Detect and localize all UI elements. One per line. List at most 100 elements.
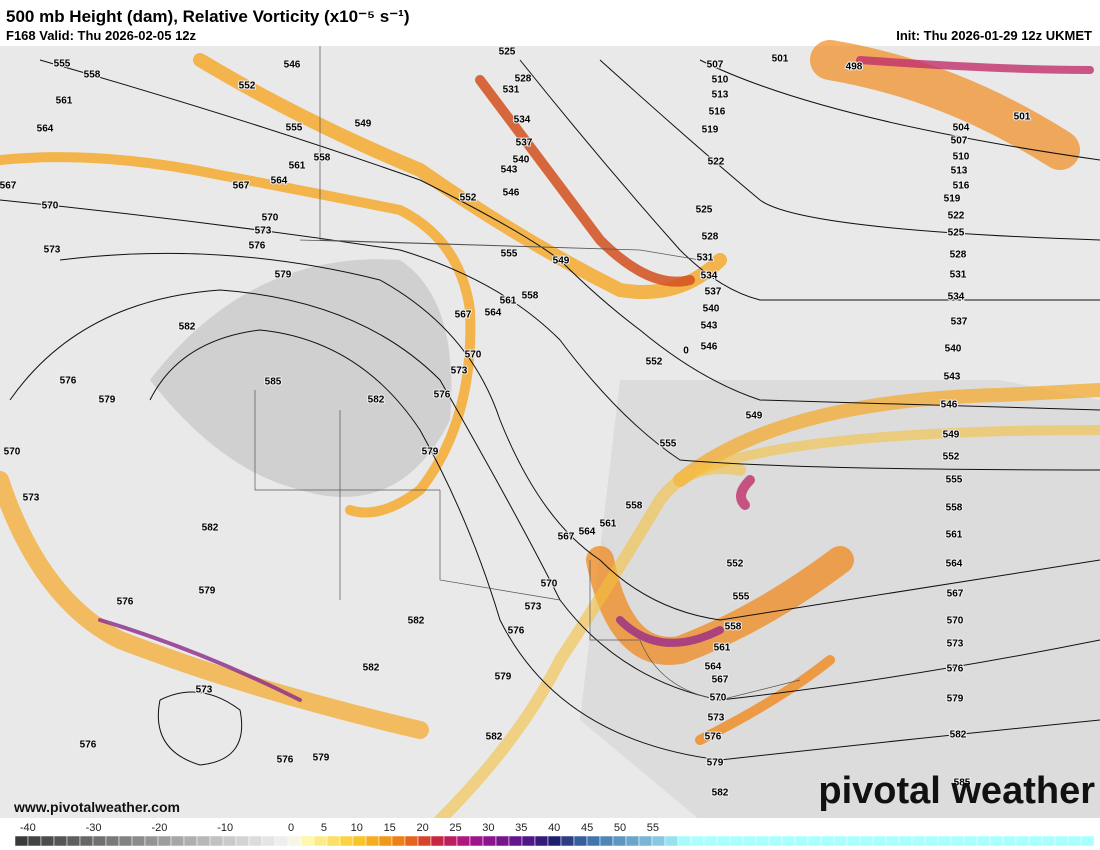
contour-label: 540 <box>945 344 962 355</box>
contour-label: 579 <box>99 395 116 406</box>
contour-label: 519 <box>702 125 719 136</box>
contour-label: 552 <box>646 357 663 368</box>
contour-label: 0 <box>683 346 689 357</box>
colorbar-tick-label: 45 <box>581 822 593 834</box>
contour-label: 573 <box>525 602 542 613</box>
contour-label: 531 <box>697 253 714 264</box>
colorbar-swatch <box>820 835 835 847</box>
colorbar-swatch <box>612 835 627 847</box>
contour-label: 546 <box>701 342 718 353</box>
contour-label: 576 <box>80 740 97 751</box>
colorbar-tick-label: 15 <box>384 822 396 834</box>
contour-label: 510 <box>712 75 729 86</box>
colorbar-swatch <box>482 835 497 847</box>
contour-label: 546 <box>503 188 520 199</box>
colorbar-tick-label: -20 <box>151 822 167 834</box>
contour-label: 534 <box>948 292 965 303</box>
colorbar-swatch <box>53 835 68 847</box>
contour-label: 531 <box>950 270 967 281</box>
colorbar-swatch <box>430 835 445 847</box>
contour-label: 525 <box>948 228 965 239</box>
colorbar-swatch <box>339 835 354 847</box>
colorbar-swatch <box>950 835 965 847</box>
colorbar-tick-label: 25 <box>449 822 461 834</box>
contour-label: 510 <box>953 152 970 163</box>
contour-label: 561 <box>500 296 517 307</box>
colorbar-tick-label: 20 <box>416 822 428 834</box>
colorbar-tick-label: 35 <box>515 822 527 834</box>
contour-label: 528 <box>702 232 719 243</box>
colorbar-swatch <box>508 835 523 847</box>
colorbar-swatch <box>157 835 172 847</box>
colorbar-swatch <box>781 835 796 847</box>
contour-label: 570 <box>4 447 21 458</box>
colorbar-swatch <box>352 835 367 847</box>
contour-label: 561 <box>56 96 73 107</box>
contour-label: 570 <box>947 616 964 627</box>
contour-label: 498 <box>846 62 863 73</box>
height-contours <box>0 59 1100 766</box>
contour-label: 513 <box>712 90 729 101</box>
colorbar-swatch <box>1041 835 1056 847</box>
contour-label: 549 <box>355 119 372 130</box>
contour-label: 579 <box>707 758 724 769</box>
colorbar-swatch <box>300 835 315 847</box>
colorbar-swatch <box>651 835 666 847</box>
colorbar-swatch <box>248 835 263 847</box>
colorbar-swatch <box>924 835 939 847</box>
colorbar-tick-label: -10 <box>217 822 233 834</box>
contour-label: 561 <box>714 643 731 654</box>
colorbar-swatch <box>885 835 900 847</box>
contour-label: 528 <box>950 250 967 261</box>
contour-label: 555 <box>54 59 71 70</box>
colorbar-swatch <box>222 835 237 847</box>
contour-label: 573 <box>451 366 468 377</box>
website: www.pivotalweather.com <box>13 799 180 815</box>
init-time: Init: Thu 2026-01-29 12z UKMET <box>896 28 1092 43</box>
colorbar-swatch <box>391 835 406 847</box>
colorbar-swatch <box>729 835 744 847</box>
colorbar-tick-label: 10 <box>351 822 363 834</box>
colorbar-swatch <box>326 835 341 847</box>
colorbar-swatch <box>417 835 432 847</box>
contour-label: 576 <box>277 755 294 766</box>
colorbar-swatch <box>27 835 42 847</box>
contour-label: 522 <box>948 211 965 222</box>
contour-label: 567 <box>0 181 17 192</box>
borders <box>254 46 801 701</box>
contour-label: 555 <box>733 592 750 603</box>
contour-label: 564 <box>271 176 288 187</box>
colorbar-swatch <box>872 835 887 847</box>
contour-label: 534 <box>701 271 718 282</box>
colorbar-swatch <box>976 835 991 847</box>
colorbar-swatch <box>196 835 211 847</box>
colorbar-swatch <box>911 835 926 847</box>
colorbar-swatch <box>898 835 913 847</box>
colorbar-swatch <box>1054 835 1069 847</box>
contour-label: 501 <box>1014 112 1031 123</box>
contour-label: 579 <box>947 694 964 705</box>
contour-label: 516 <box>709 107 726 118</box>
colorbar-swatch <box>40 835 55 847</box>
contour-label: 555 <box>946 475 963 486</box>
contour-label: 564 <box>485 308 502 319</box>
colorbar-swatch <box>1002 835 1017 847</box>
contour-label: 525 <box>696 205 713 216</box>
colorbar-swatch <box>469 835 484 847</box>
contour-label: 558 <box>725 622 742 633</box>
colorbar-swatch <box>1067 835 1082 847</box>
contour-label: 549 <box>943 430 960 441</box>
colorbar-swatch <box>105 835 120 847</box>
contour-label: 585 <box>954 778 971 789</box>
contour-label: 573 <box>44 245 61 256</box>
colorbar-swatch <box>716 835 731 847</box>
contour-label: 576 <box>508 626 525 637</box>
title: 500 mb Height (dam), Relative Vorticity … <box>6 7 410 26</box>
contour-label: 579 <box>313 753 330 764</box>
contour-label: 582 <box>363 663 380 674</box>
colorbar-swatch <box>859 835 874 847</box>
contour-label: 582 <box>486 732 503 743</box>
colorbar-swatch <box>92 835 107 847</box>
contour-label: 504 <box>953 123 970 134</box>
colorbar-swatch <box>794 835 809 847</box>
